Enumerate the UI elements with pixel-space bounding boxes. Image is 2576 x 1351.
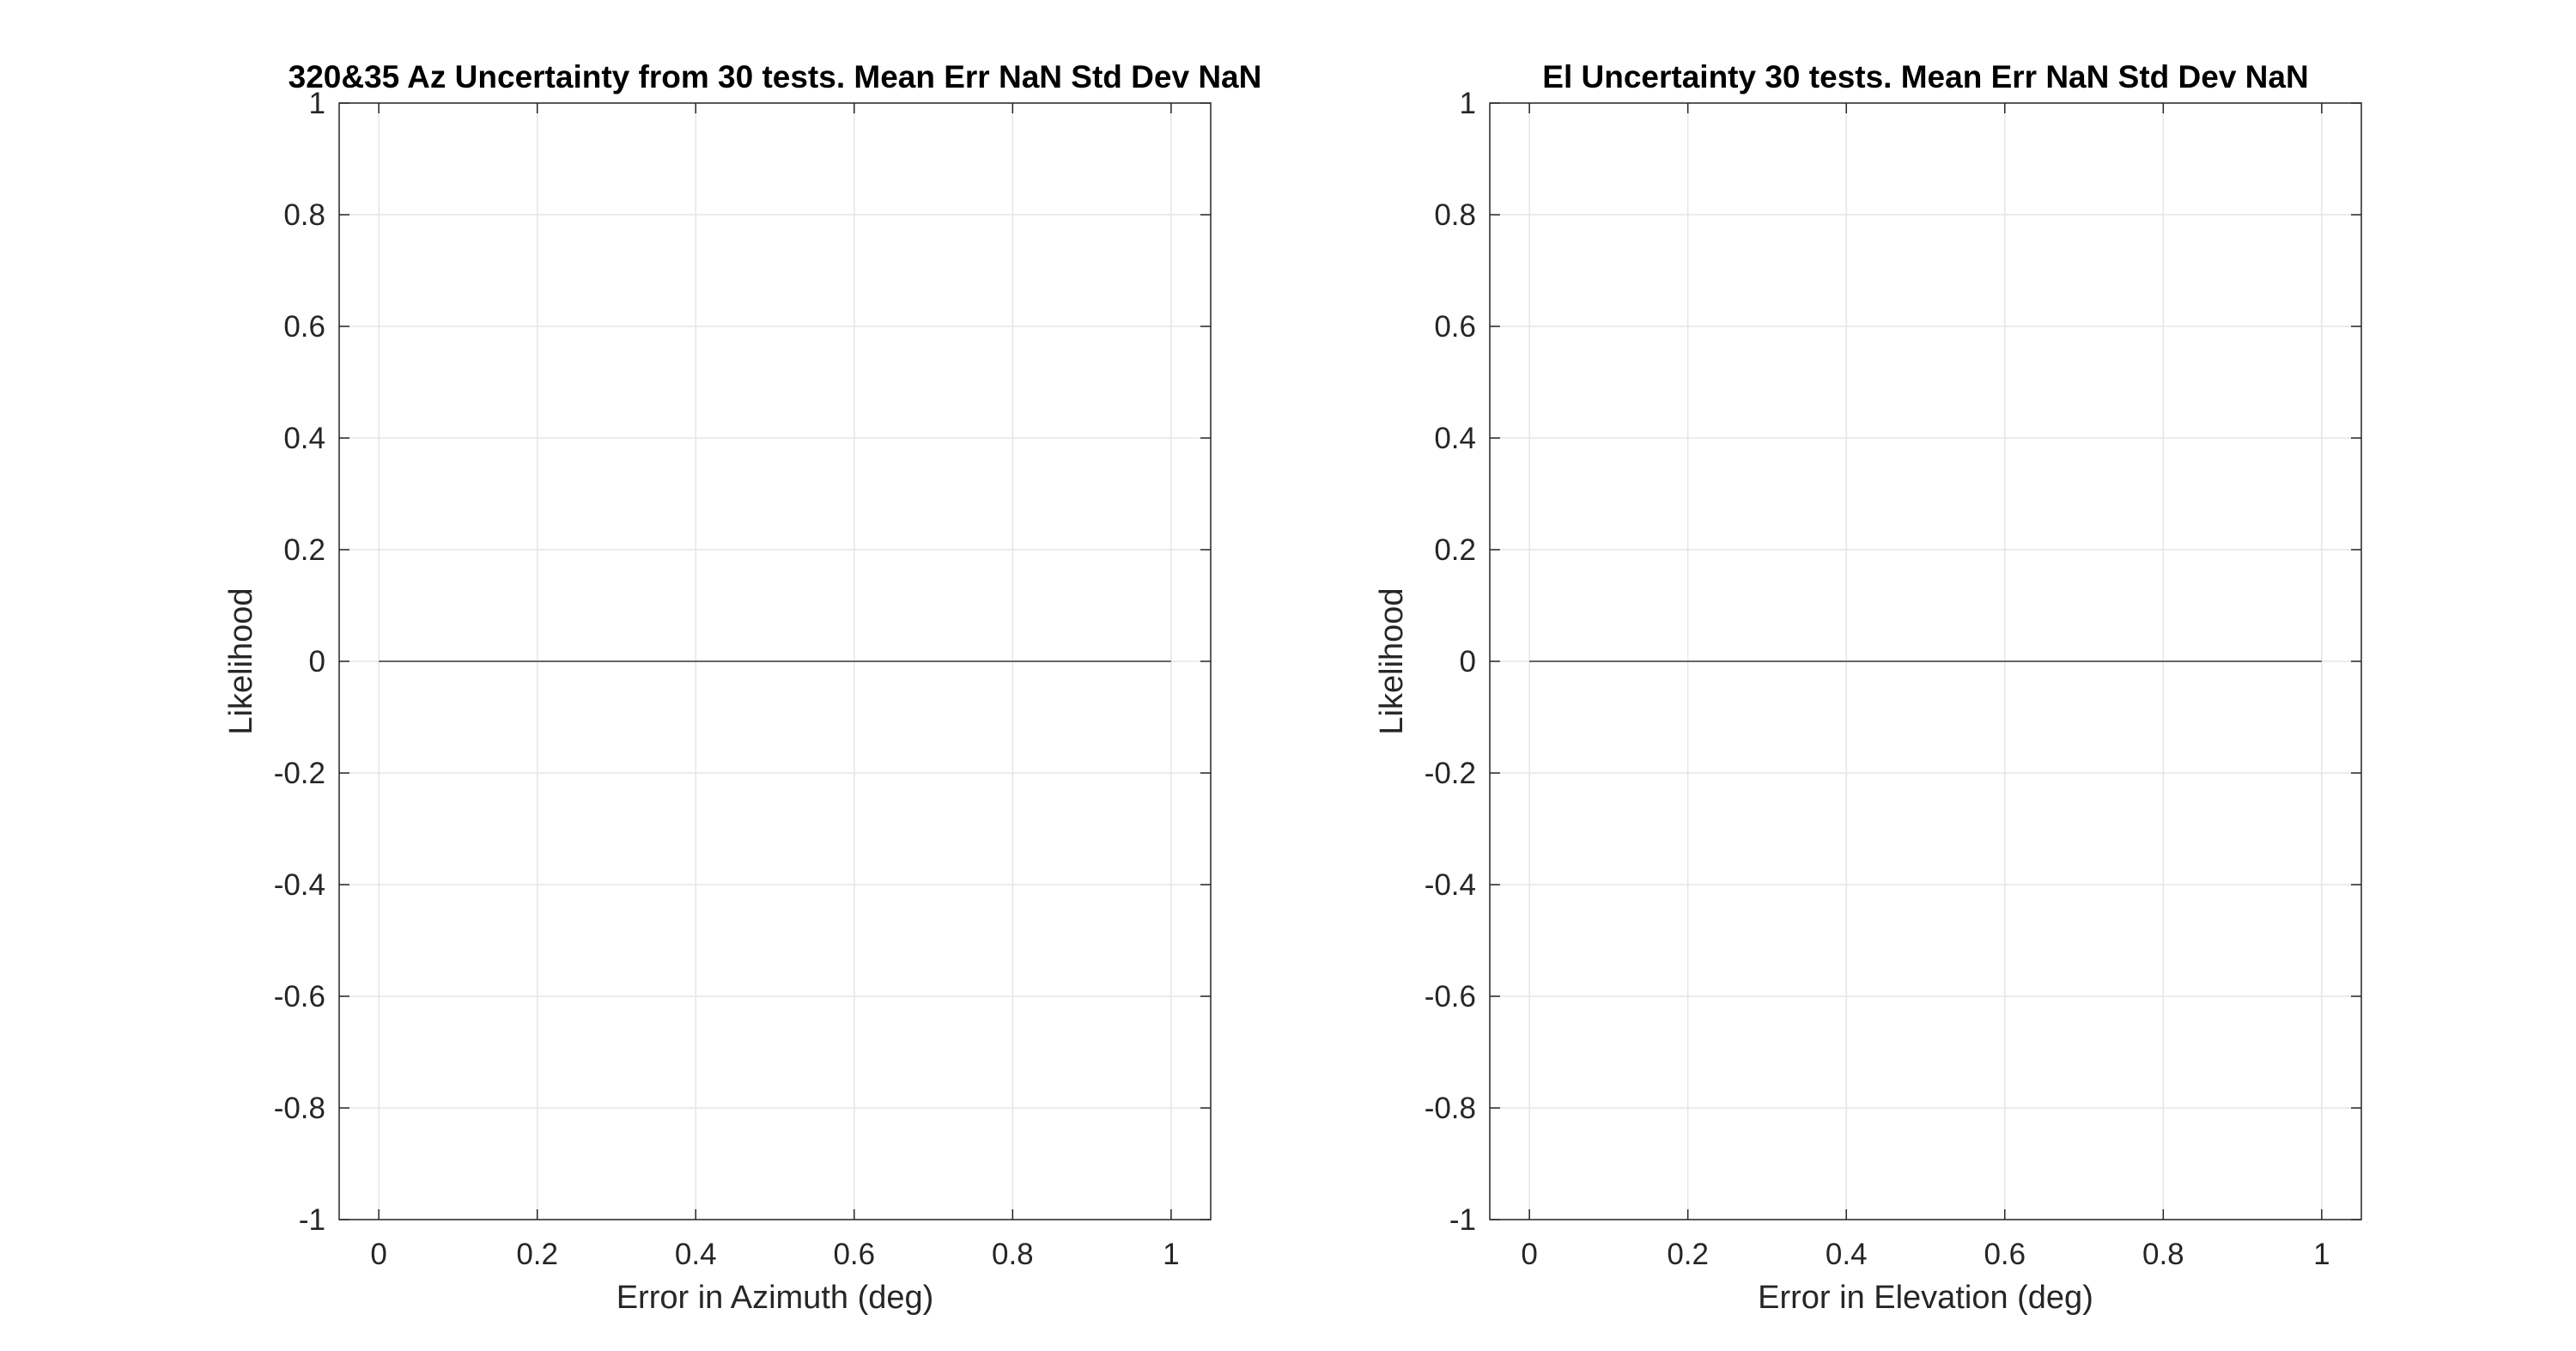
y-tick-label: -0.4 xyxy=(274,868,325,902)
x-tick-label: 1 xyxy=(1163,1238,1179,1271)
y-axis-label: Likelihood xyxy=(1374,587,1410,734)
y-tick-label: 0 xyxy=(309,645,325,679)
y-tick-label: -0.4 xyxy=(1425,868,1476,902)
y-tick-label: 1 xyxy=(309,87,325,120)
y-tick-label: 0.6 xyxy=(283,310,325,344)
y-tick-label: 0.2 xyxy=(283,533,325,567)
y-tick-label: 0.4 xyxy=(1434,422,1476,455)
y-tick-label: -1 xyxy=(299,1203,325,1237)
y-tick-label: -0.8 xyxy=(1425,1092,1476,1125)
chart-panel-2: 0 0.2 0.4 0.6 0.8 1 -1 -0.8 -0.6 -0.4 -0.2 0 0.2 0.4 0… xyxy=(1374,59,2362,1316)
x-tick-label: 0.2 xyxy=(1667,1238,1709,1271)
y-tick-label: 0.8 xyxy=(1434,198,1476,232)
x-tick-label: 0.8 xyxy=(992,1238,1034,1271)
x-axis-label: Error in Azimuth (deg) xyxy=(617,1280,934,1316)
x-tick-label: 0 xyxy=(370,1238,386,1271)
x-tick-label: 0.2 xyxy=(516,1238,558,1271)
y-tick-label: 0.4 xyxy=(283,422,325,455)
x-axis-label: Error in Elevation (deg) xyxy=(1758,1280,2093,1316)
chart-panel-1: 0 0.2 0.4 0.6 0.8 1 -1 -0.8 -0.6 -0.4 -0.2 0 0.2 0.4 0… xyxy=(223,59,1261,1316)
y-tick-label: -0.8 xyxy=(274,1092,325,1125)
y-tick-label: -0.6 xyxy=(1425,980,1476,1013)
x-tick-label: 0.4 xyxy=(1826,1238,1868,1271)
y-tick-label: 0.2 xyxy=(1434,533,1476,567)
x-tick-label: 0.4 xyxy=(675,1238,717,1271)
chart-title: El Uncertainty 30 tests. Mean Err NaN St… xyxy=(1542,59,2308,94)
x-tick-label: 0.6 xyxy=(833,1238,875,1271)
y-tick-label: -0.6 xyxy=(274,980,325,1013)
y-tick-label: 0 xyxy=(1460,645,1476,679)
x-tick-label: 0.6 xyxy=(1984,1238,2026,1271)
y-tick-label: 0.6 xyxy=(1434,310,1476,344)
y-axis-label: Likelihood xyxy=(223,587,259,734)
y-tick-label: 1 xyxy=(1460,87,1476,120)
y-tick-label: -0.2 xyxy=(1425,757,1476,790)
y-tick-label: 0.8 xyxy=(283,198,325,232)
y-tick-label: -0.2 xyxy=(274,757,325,790)
x-tick-label: 0.8 xyxy=(2142,1238,2184,1271)
chart-title: 320&35 Az Uncertainty from 30 tests. Mea… xyxy=(289,59,1262,94)
y-tick-label: -1 xyxy=(1449,1203,1476,1237)
x-tick-label: 1 xyxy=(2313,1238,2330,1271)
x-tick-label: 0 xyxy=(1521,1238,1537,1271)
